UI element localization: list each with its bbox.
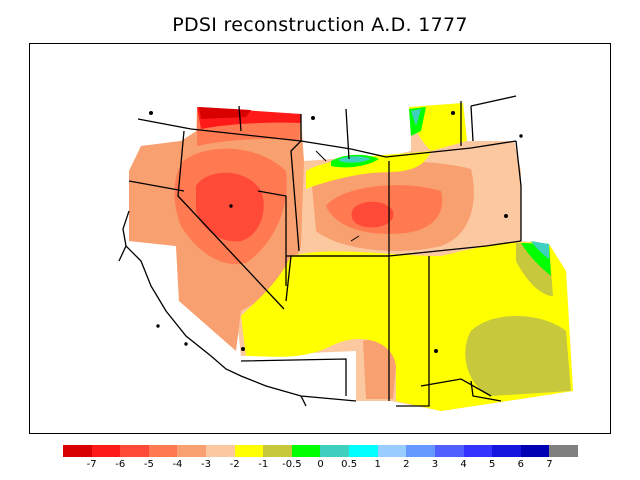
legend-tick-label: -4 — [172, 459, 183, 470]
legend-tick-label: 7 — [546, 459, 553, 470]
legend-swatch — [63, 445, 92, 457]
legend-swatch — [91, 445, 121, 457]
legend-swatch — [263, 445, 292, 457]
pdsi-region-d7-north — [199, 107, 251, 119]
legend-tick-label: 0.5 — [341, 459, 358, 470]
legend-tick-label: -6 — [115, 459, 126, 470]
legend-swatch — [492, 445, 521, 457]
legend-tick-label: -2 — [229, 459, 240, 470]
legend-tick-label: -0.5 — [282, 459, 302, 470]
pdsi-region-olive — [465, 316, 571, 396]
pdsi-map — [118, 95, 573, 411]
legend-bar — [63, 445, 578, 457]
pdsi-region-orange-south — [363, 339, 396, 399]
legend-swatch — [148, 445, 178, 457]
state-boundaries — [118, 95, 522, 407]
legend-swatch — [206, 445, 235, 457]
legend-swatch — [291, 445, 321, 457]
legend-swatch — [320, 445, 350, 457]
pdsi-region-cyan-n — [339, 156, 371, 163]
legend-tick-label: 5 — [488, 459, 496, 470]
legend-swatch — [349, 445, 378, 457]
legend-tick-label: 6 — [517, 459, 524, 470]
legend-swatch — [520, 445, 550, 457]
pdsi-region-cyan-ne — [531, 241, 549, 259]
legend-swatch — [120, 445, 149, 457]
map-frame — [29, 43, 611, 434]
pdsi-region-yellow-north — [306, 151, 431, 189]
legend-swatch — [434, 445, 464, 457]
color-legend: -7 -6 -5 -4 -3 -2 -1 -0.5 0 0.5 1 2 3 4 5 6 7 — [63, 445, 578, 475]
legend-tick-label: 1 — [374, 459, 381, 470]
legend-tick-label: 3 — [431, 459, 439, 470]
pdsi-region-cyan-nw — [411, 109, 421, 126]
legend-swatch — [463, 445, 493, 457]
map-title: PDSI reconstruction A.D. 1777 — [172, 14, 468, 36]
pdsi-region-d5-east — [351, 201, 394, 228]
lakes-islands — [149, 111, 523, 353]
legend-tick-label: 2 — [403, 459, 410, 470]
legend-tick-label: -7 — [86, 459, 97, 470]
legend-swatch — [234, 445, 264, 457]
legend-tick-label: -5 — [143, 459, 154, 470]
legend-swatch — [177, 445, 207, 457]
legend-tick-label: -3 — [201, 459, 212, 470]
legend-swatch — [406, 445, 435, 457]
legend-tick-label: 4 — [460, 459, 467, 470]
legend-tick-label: 0 — [317, 459, 324, 470]
legend-tick-label: -1 — [258, 459, 269, 470]
legend-swatch — [377, 445, 407, 457]
legend-swatch — [549, 445, 578, 457]
